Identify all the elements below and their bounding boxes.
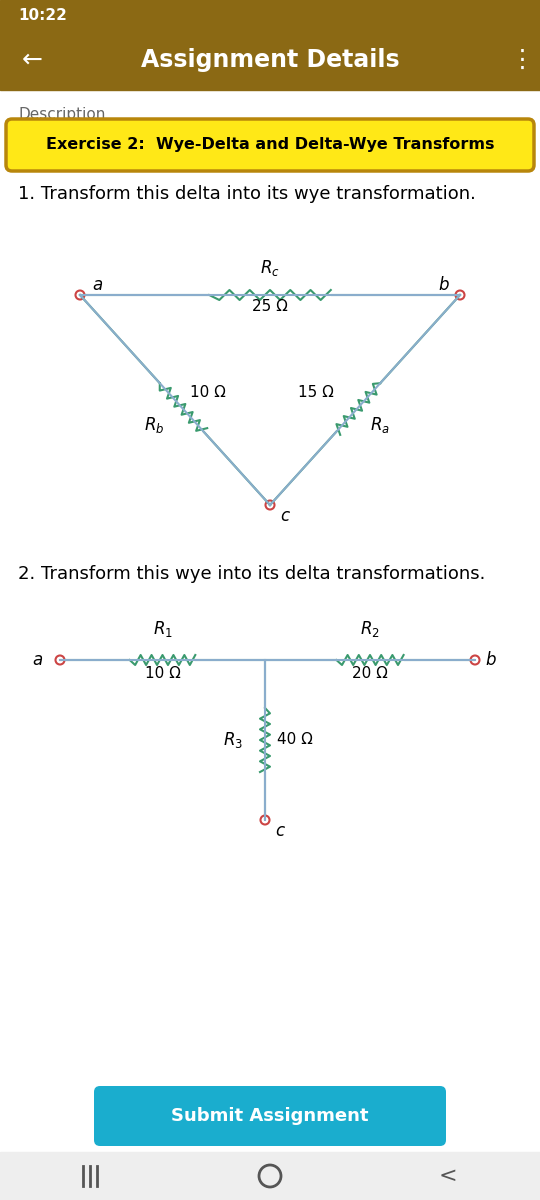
- Text: b: b: [438, 276, 449, 294]
- Text: 1. Transform this delta into its wye transformation.: 1. Transform this delta into its wye tra…: [18, 185, 476, 203]
- Text: $R_3$: $R_3$: [223, 730, 243, 750]
- Text: a: a: [32, 650, 42, 670]
- Text: 10:22: 10:22: [18, 7, 67, 23]
- Text: 15 Ω: 15 Ω: [299, 385, 334, 400]
- Text: $R_a$: $R_a$: [370, 415, 390, 436]
- Text: 10 Ω: 10 Ω: [145, 666, 180, 680]
- Text: 25 Ω: 25 Ω: [252, 299, 288, 314]
- Text: 2. Transform this wye into its delta transformations.: 2. Transform this wye into its delta tra…: [18, 565, 485, 583]
- Text: b: b: [485, 650, 496, 670]
- Text: Submit Assignment: Submit Assignment: [171, 1106, 369, 1126]
- Bar: [0, 0, 540, 30]
- Bar: [0, 90, 540, 1150]
- Text: c: c: [280, 506, 289, 526]
- Bar: [0, 1152, 540, 1200]
- Text: a: a: [92, 276, 102, 294]
- Text: $R_b$: $R_b$: [144, 415, 164, 436]
- Text: <: <: [438, 1166, 457, 1186]
- FancyBboxPatch shape: [6, 119, 534, 170]
- Text: Assignment Details: Assignment Details: [141, 48, 399, 72]
- Text: 40 Ω: 40 Ω: [277, 732, 313, 748]
- Text: 20 Ω: 20 Ω: [352, 666, 388, 680]
- Text: 10 Ω: 10 Ω: [190, 385, 226, 400]
- Text: $R_1$: $R_1$: [152, 619, 172, 638]
- FancyBboxPatch shape: [94, 1086, 446, 1146]
- Bar: [0, 30, 540, 90]
- Text: ←: ←: [22, 48, 43, 72]
- Text: ⋮: ⋮: [510, 48, 535, 72]
- Text: Description: Description: [18, 107, 105, 122]
- Text: $R_c$: $R_c$: [260, 258, 280, 278]
- Text: c: c: [275, 822, 284, 840]
- Text: Exercise 2:  Wye-Delta and Delta-Wye Transforms: Exercise 2: Wye-Delta and Delta-Wye Tran…: [46, 138, 494, 152]
- Text: $R_2$: $R_2$: [360, 619, 380, 638]
